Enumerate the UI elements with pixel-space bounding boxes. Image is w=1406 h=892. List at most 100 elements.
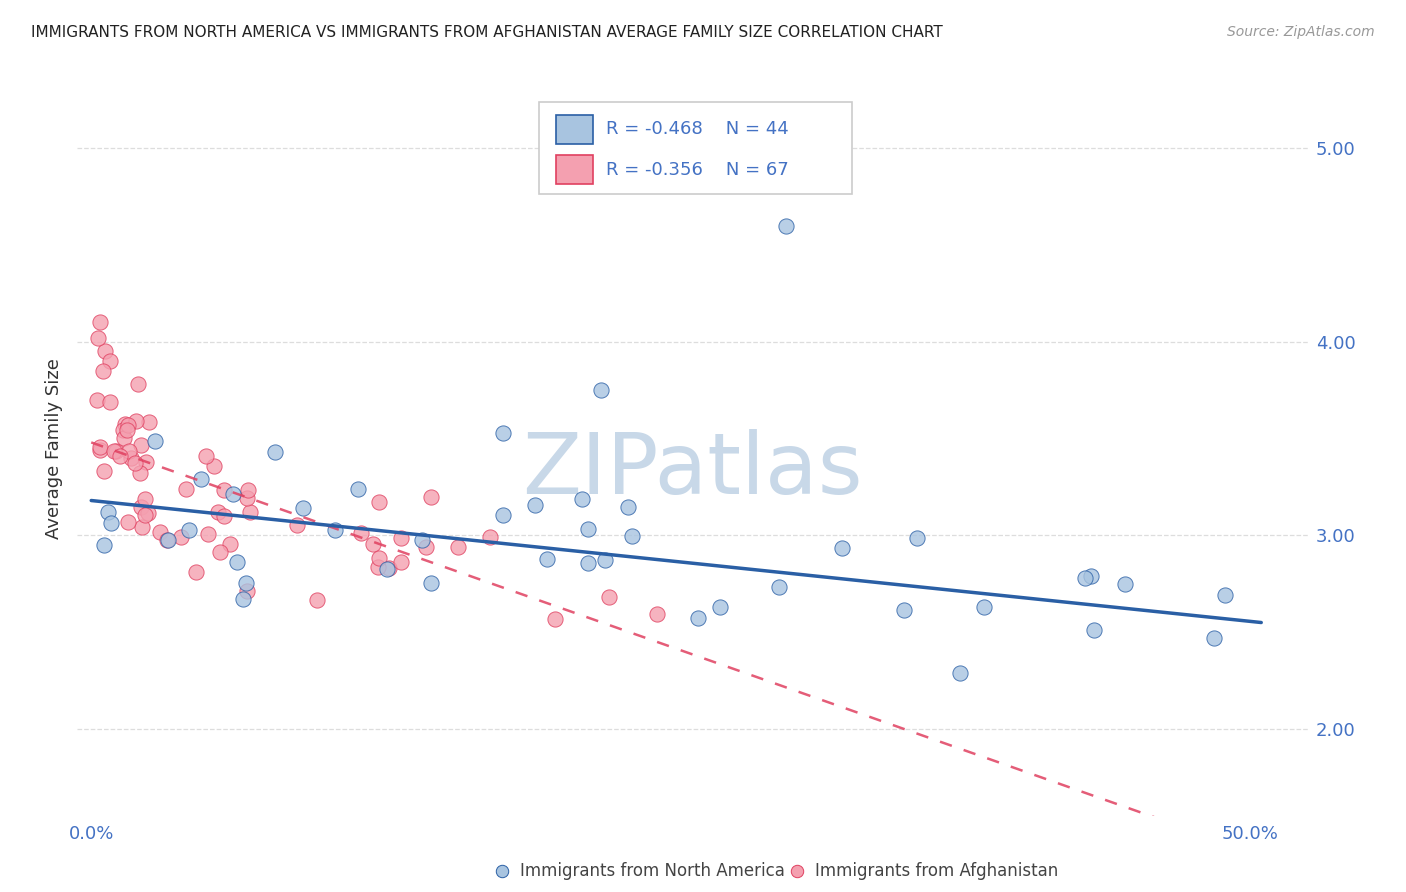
Point (212, 483, 235, 497)
Point (905, 531, 928, 545)
Point (117, 515, 139, 529)
Point (285, 517, 308, 532)
Point (645, 607, 668, 622)
FancyBboxPatch shape (538, 103, 852, 194)
Point (138, 415, 160, 429)
Point (544, 612, 567, 626)
Text: R = -0.356    N = 67: R = -0.356 N = 67 (606, 161, 789, 179)
Point (291, 501, 314, 516)
Point (202, 458, 225, 473)
Point (620, 529, 643, 543)
Point (389, 531, 412, 545)
Point (598, 590, 620, 604)
Point (420, 490, 443, 504)
Point (87, 331, 110, 345)
Point (1213, 588, 1236, 602)
Point (831, 541, 853, 555)
Point (190, 472, 212, 486)
Point (129, 500, 152, 514)
Point (131, 519, 153, 533)
Point (157, 533, 180, 548)
Point (411, 533, 433, 547)
Point (131, 438, 153, 452)
Point (523, 498, 546, 512)
Point (125, 414, 148, 428)
Point (1114, 577, 1136, 591)
Point (98, 395, 121, 409)
Point (593, 553, 616, 567)
Point (124, 456, 146, 470)
Point (617, 500, 640, 515)
Point (239, 505, 262, 519)
Point (492, 508, 515, 523)
Point (127, 377, 149, 392)
Point (768, 581, 790, 595)
Point (236, 483, 259, 498)
Point (134, 508, 156, 522)
Point (368, 551, 391, 566)
Point (186, 565, 208, 579)
Text: Immigrants from Afghanistan: Immigrants from Afghanistan (815, 863, 1059, 880)
Point (89, 440, 111, 454)
Point (419, 575, 441, 590)
Text: R = -0.468    N = 44: R = -0.468 N = 44 (606, 120, 789, 138)
Point (112, 431, 135, 445)
Point (367, 559, 389, 574)
Point (115, 423, 138, 437)
Point (686, 611, 709, 625)
Point (389, 555, 412, 569)
Point (156, 533, 179, 548)
Point (103, 443, 125, 458)
Point (174, 482, 197, 496)
Point (120, 450, 142, 465)
Point (375, 562, 398, 576)
Point (86, 392, 108, 407)
Bar (555, 154, 593, 184)
Point (589, 383, 612, 397)
Text: IMMIGRANTS FROM NORTH AMERICA VS IMMIGRANTS FROM AFGHANISTAN AVERAGE FAMILY SIZE: IMMIGRANTS FROM NORTH AMERICA VS IMMIGRA… (31, 25, 942, 40)
Point (98, 354, 121, 368)
Point (219, 537, 242, 551)
Point (93, 464, 115, 478)
Point (177, 523, 200, 537)
Point (207, 505, 229, 519)
Text: Source: ZipAtlas.com: Source: ZipAtlas.com (1227, 25, 1375, 39)
Point (1204, 631, 1226, 645)
Point (235, 575, 257, 590)
Point (232, 592, 254, 607)
Point (347, 483, 370, 497)
Point (447, 540, 470, 554)
Point (209, 545, 232, 559)
Point (576, 556, 599, 570)
Point (236, 491, 259, 506)
Point (148, 525, 170, 540)
Point (93, 538, 115, 552)
Point (108, 449, 131, 463)
Point (775, 219, 797, 233)
Point (225, 555, 247, 569)
Point (128, 466, 150, 480)
Point (114, 417, 136, 431)
Point (325, 523, 347, 537)
Point (94, 344, 117, 359)
Text: ZIPatlas: ZIPatlas (522, 429, 863, 512)
Point (305, 593, 328, 607)
Point (479, 531, 502, 545)
Point (350, 525, 373, 540)
Point (1073, 571, 1095, 585)
Point (415, 540, 437, 554)
Point (100, 516, 122, 530)
Point (170, 530, 193, 544)
Point (89, 315, 111, 329)
Text: Immigrants from North America: Immigrants from North America (520, 863, 785, 880)
Bar (555, 115, 593, 145)
Point (1083, 623, 1105, 637)
Point (949, 665, 972, 680)
Point (235, 584, 257, 599)
Point (117, 418, 139, 433)
Point (134, 491, 156, 506)
Point (368, 495, 391, 509)
Y-axis label: Average Family Size: Average Family Size (45, 358, 63, 539)
Point (197, 527, 219, 541)
Point (492, 425, 515, 440)
